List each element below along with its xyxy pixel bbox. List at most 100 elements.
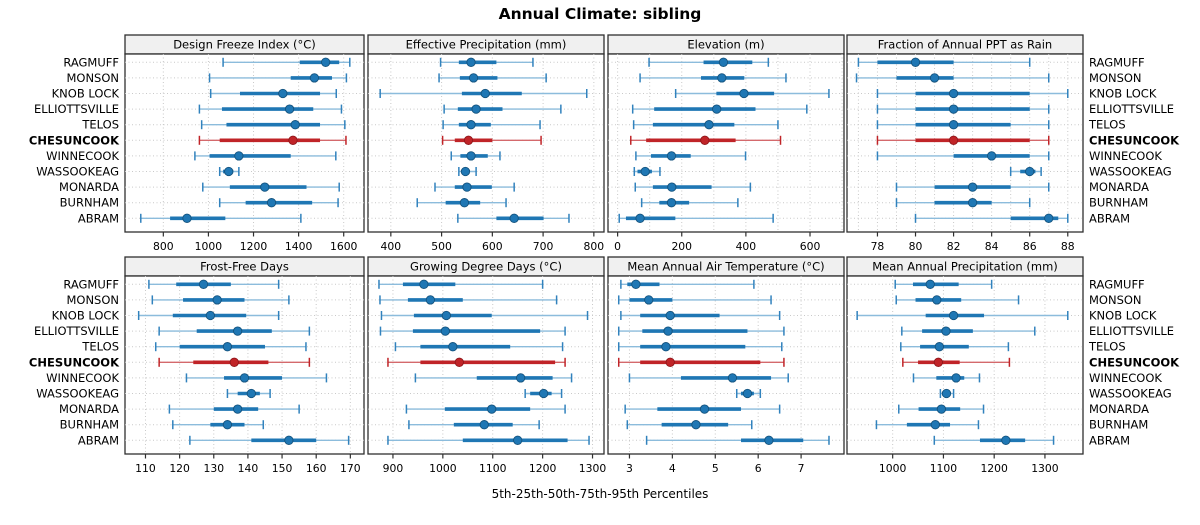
axis-tick-label: 1600 [330,240,358,253]
percentile-row-burnham [608,198,844,208]
median-dot [712,104,722,114]
percentile-row-monson [847,295,1083,305]
median-dot [986,151,997,161]
axis-tick-label: 78 [871,240,885,253]
site-label-left: TELOS [81,118,119,132]
axis-tick-label: 120 [169,462,190,475]
axis-tick-label: 140 [238,462,259,475]
site-label-right: MONARDA [1089,180,1149,194]
median-dot [471,104,481,114]
site-label-left: KNOB LOCK [52,309,120,323]
percentile-row-telos [125,342,364,352]
axis-tick-label: 1000 [429,462,457,475]
site-label-right: ABRAM [1089,433,1130,447]
median-dot [948,310,959,321]
panel-plot-area [124,275,365,455]
percentile-row-burnham [125,420,364,430]
axis-tick-label: 200 [671,240,692,253]
percentile-row-knob-lock [125,88,364,99]
median-dot [233,326,243,336]
median-dot [212,295,222,305]
median-dot [284,435,294,445]
median-dot [948,135,959,145]
median-dot [440,326,450,336]
median-dot [666,151,677,161]
site-label-left: MONSON [66,71,119,85]
percentile-row-wassookeag [847,388,1083,399]
percentile-row-winnecook [125,373,364,383]
median-dot [480,88,490,99]
median-dot [222,342,233,352]
median-dot [718,57,729,67]
percentile-row-telos [847,120,1083,130]
percentile-row-winnecook [368,151,604,161]
median-dot [700,135,710,145]
median-dot [290,120,300,130]
panel-title: Fraction of Annual PPT as Rain [878,38,1052,52]
site-label-left: BURNHAM [60,196,119,210]
percentile-row-winnecook [125,151,364,161]
site-label-right: MONARDA [1089,402,1149,416]
percentile-row-abram [608,213,844,223]
site-label-left: TELOS [81,340,119,354]
median-dot [742,388,753,399]
site-label-left: CHESUNCOOK [29,133,120,147]
axis-tick-label: 800 [584,240,605,253]
percentile-row-telos [125,120,364,130]
percentile-row-elliottsville [125,326,364,336]
median-dot [1001,435,1011,445]
median-dot [466,120,476,130]
percentile-row-ragmuff [125,279,364,289]
percentile-row-wassookeag [368,166,604,177]
axis-tick-label: 400 [381,240,402,253]
percentile-row-knob-lock [125,310,364,321]
median-dot [704,120,714,130]
axis-tick-label: 6 [755,462,762,475]
percentile-row-ragmuff [608,57,844,67]
median-dot [509,213,519,223]
median-dot [948,120,959,130]
panel-plot-area [607,53,845,233]
site-label-right: RAGMUFF [1089,277,1145,291]
percentile-row-winnecook [847,373,1083,383]
percentile-row-monarda [847,182,1083,192]
percentile-row-chesuncook [608,135,844,145]
median-dot [462,182,472,192]
median-dot [699,404,710,414]
site-label-left: WINNECOOK [46,371,119,385]
site-label-right: BURNHAM [1089,196,1148,210]
site-label-right: TELOS [1088,340,1126,354]
panel-title: Effective Precipitation (mm) [406,38,567,52]
site-label-right: RAGMUFF [1089,55,1145,69]
percentile-row-burnham [368,420,604,430]
percentile-row-chesuncook [847,357,1083,367]
percentile-row-ragmuff [608,279,844,289]
site-label-right: ELLIOTTSVILLE [1089,324,1174,338]
percentile-row-elliottsville [608,326,844,336]
axis-tick-label: 1200 [980,462,1008,475]
percentile-row-abram [368,435,604,445]
percentile-row-wassookeag [608,166,844,177]
median-dot [663,326,673,336]
median-dot [234,151,244,161]
axis-tick-label: 1200 [240,240,268,253]
percentile-row-burnham [125,198,364,208]
median-dot [419,279,429,289]
percentile-row-elliottsville [847,104,1083,114]
percentiles-caption: 5th-25th-50th-75th-95th Percentiles [491,487,709,501]
percentile-row-knob-lock [368,310,604,321]
percentile-row-elliottsville [368,326,604,336]
percentile-row-abram [125,213,364,223]
axis-tick-label: 5 [712,462,719,475]
percentile-row-winnecook [368,373,604,383]
median-dot [967,198,978,208]
axis-tick-label: 0 [614,240,621,253]
site-label-right: MONSON [1089,293,1142,307]
site-label-left: BURNHAM [60,418,119,432]
median-dot [764,435,774,445]
median-dot [717,73,727,83]
percentile-row-abram [847,435,1083,445]
axis-tick-label: 84 [985,240,999,253]
site-label-left: ABRAM [78,211,119,225]
axis-tick-label: 130 [203,462,224,475]
